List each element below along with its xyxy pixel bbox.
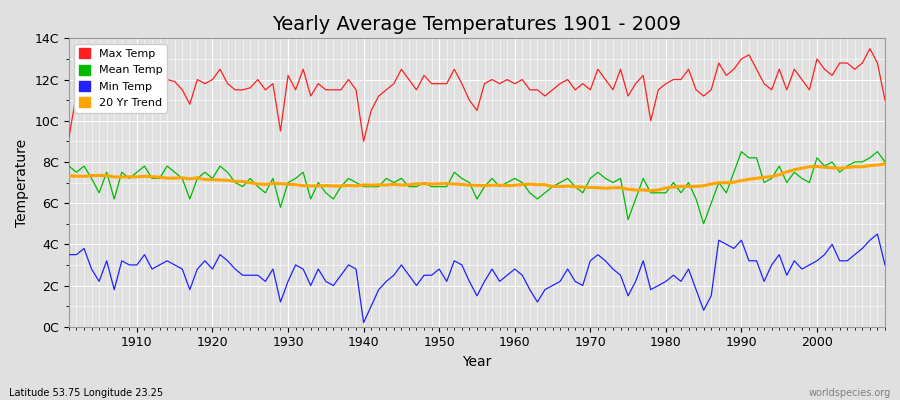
- Text: worldspecies.org: worldspecies.org: [809, 388, 891, 398]
- Text: Latitude 53.75 Longitude 23.25: Latitude 53.75 Longitude 23.25: [9, 388, 163, 398]
- Title: Yearly Average Temperatures 1901 - 2009: Yearly Average Temperatures 1901 - 2009: [273, 15, 681, 34]
- X-axis label: Year: Year: [463, 355, 491, 369]
- Legend: Max Temp, Mean Temp, Min Temp, 20 Yr Trend: Max Temp, Mean Temp, Min Temp, 20 Yr Tre…: [75, 44, 167, 112]
- Y-axis label: Temperature: Temperature: [15, 138, 29, 226]
